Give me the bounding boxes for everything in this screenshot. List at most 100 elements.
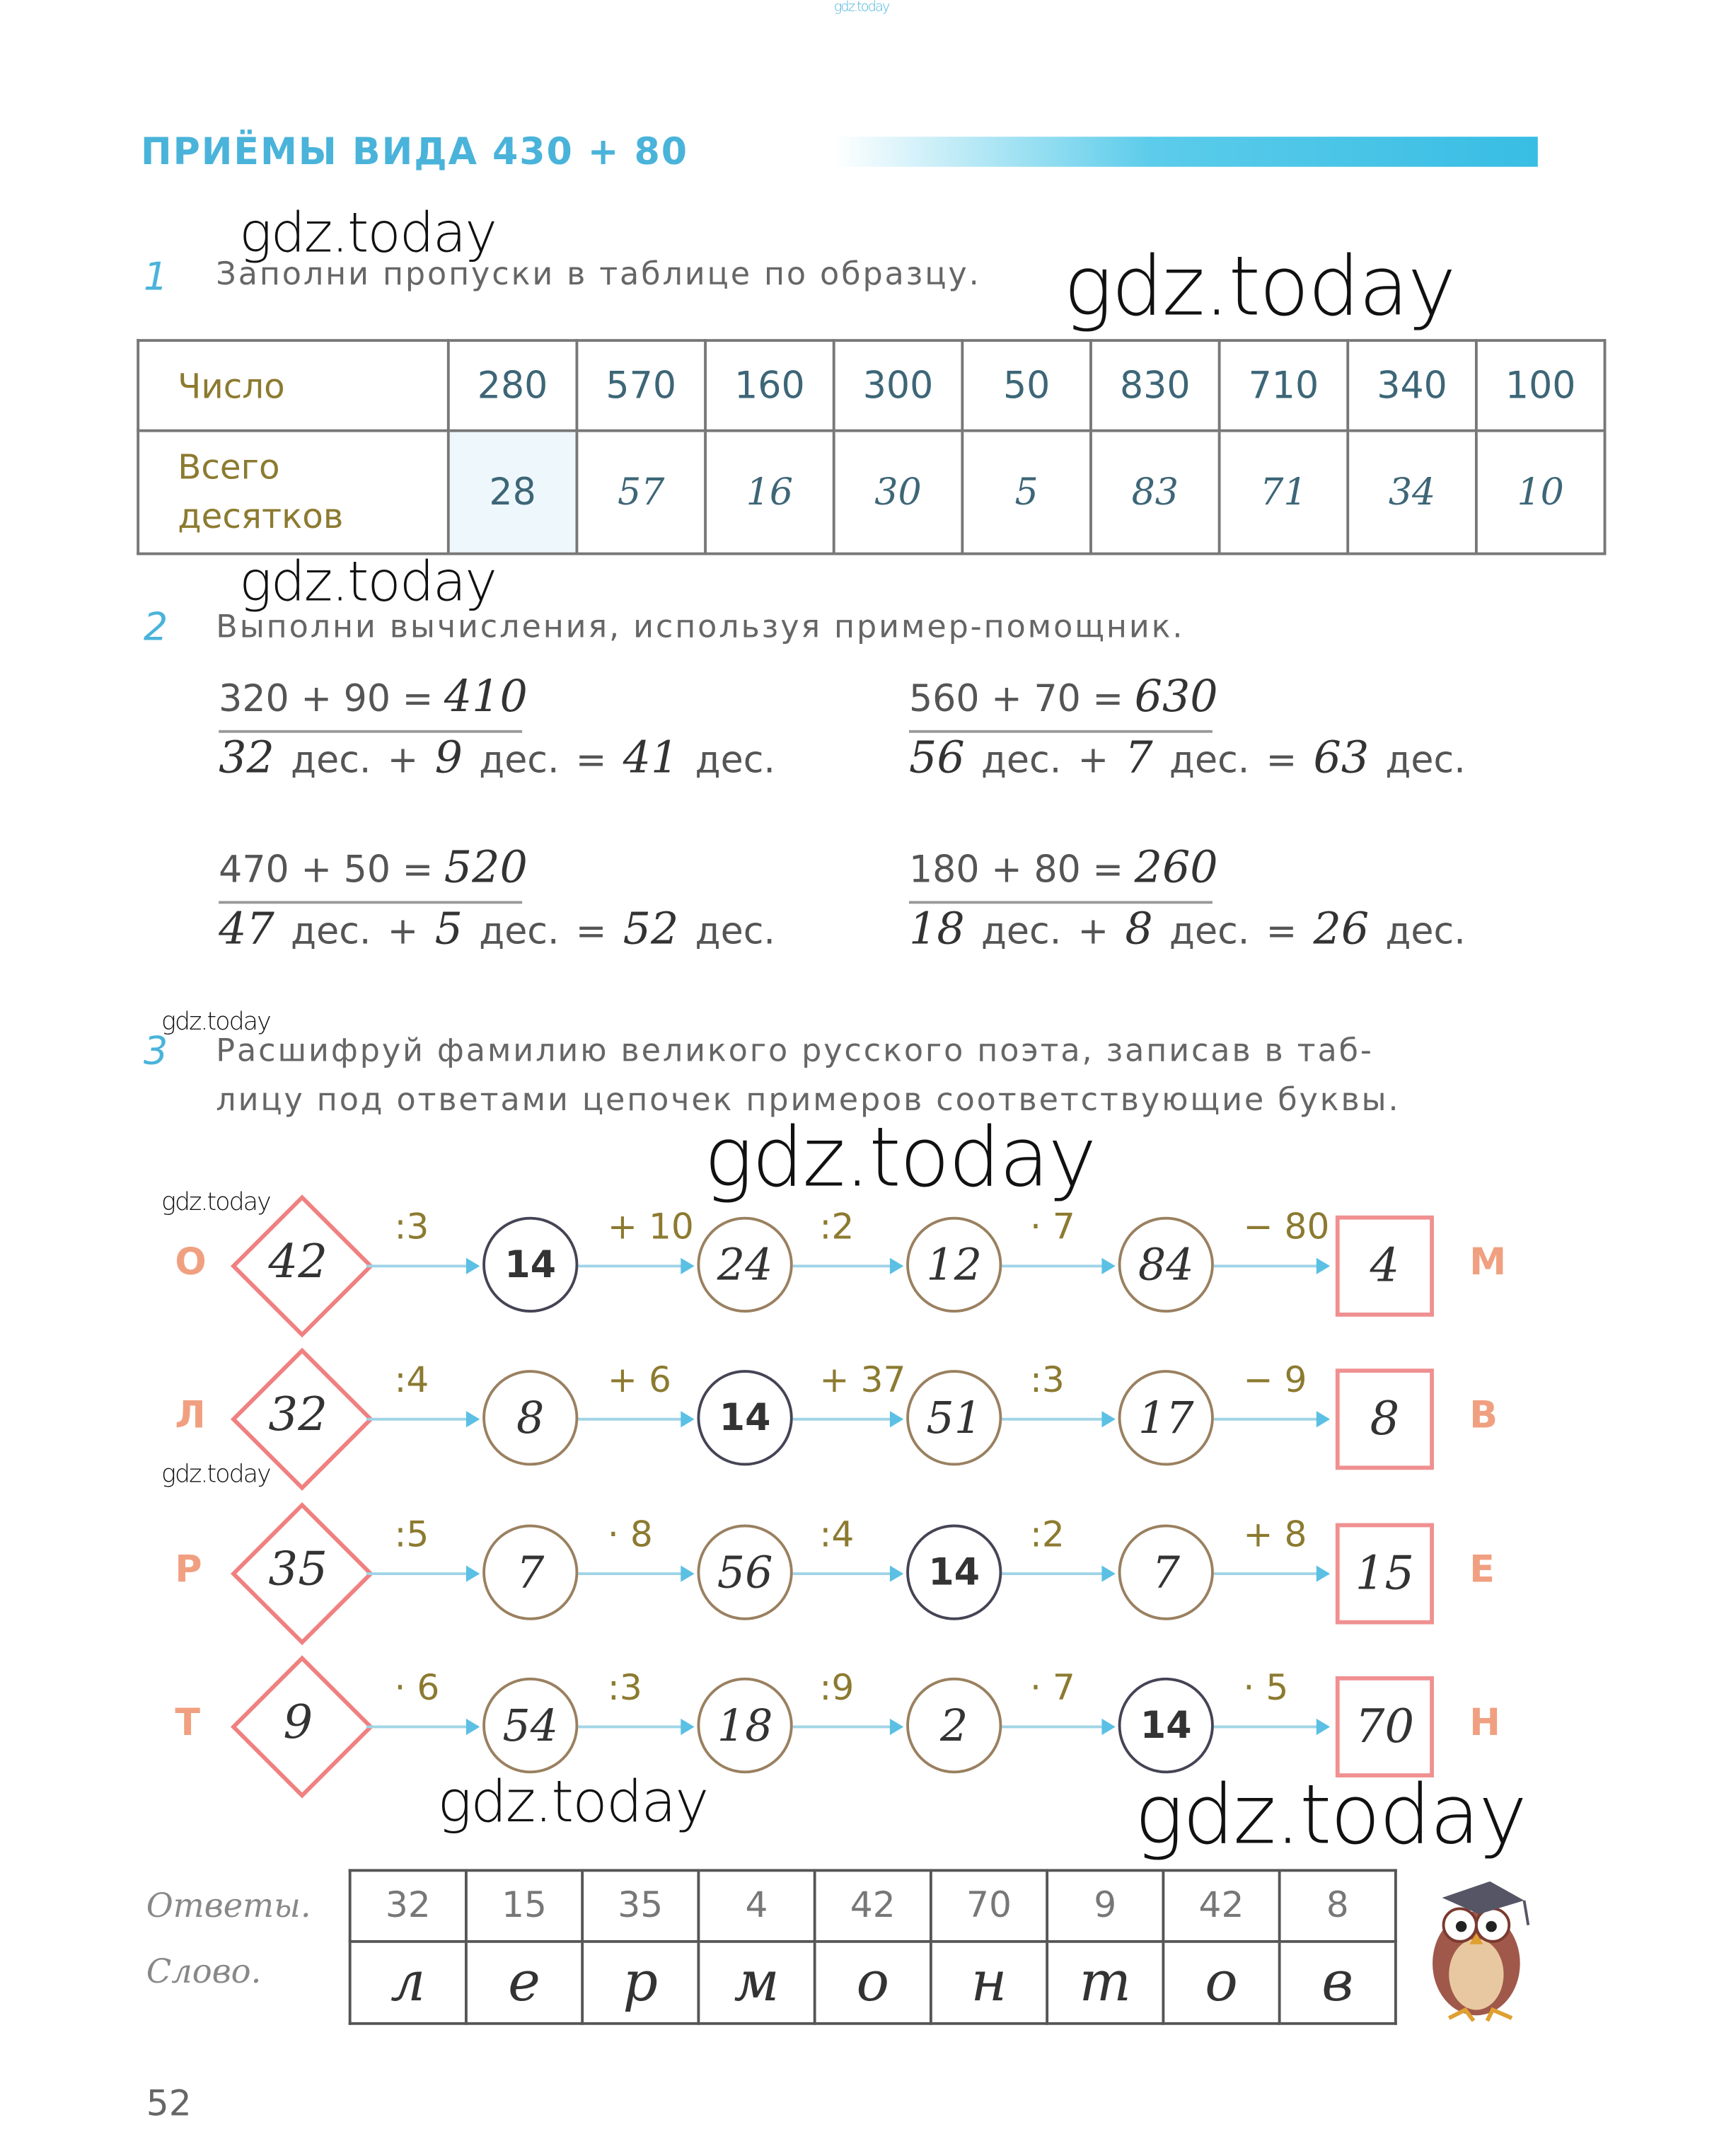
watermark: gdz.today <box>704 1110 1096 1206</box>
row-label: Число <box>137 339 450 432</box>
answer-cell: 9 <box>1046 1869 1165 1943</box>
expression: 180 + 80 = <box>908 848 1124 892</box>
value-circle: 14 <box>906 1524 1002 1620</box>
operation: − 80 <box>1243 1207 1330 1249</box>
tens-sum: 52 <box>623 902 679 955</box>
tens-cell: 5 <box>961 429 1092 555</box>
tens-expression: 47 дес. +5 дес. = 52 дес. <box>219 902 792 954</box>
answer-cell: 32 <box>348 1869 468 1943</box>
operation: + 8 <box>1243 1514 1307 1556</box>
start-value: 9 <box>283 1695 313 1751</box>
value-circle: 84 <box>1118 1216 1214 1313</box>
number-cell: 50 <box>961 339 1092 432</box>
operation: :4 <box>394 1360 429 1402</box>
sign: + <box>1077 739 1109 783</box>
equals: = <box>575 910 607 953</box>
chain-arrow <box>792 1565 904 1582</box>
result-letter: Е <box>1469 1549 1495 1592</box>
tens-cell: 71 <box>1217 429 1350 555</box>
answer-cell: 35 <box>581 1869 700 1943</box>
tens-a: 56 <box>908 731 965 784</box>
tens-a: 18 <box>908 902 965 955</box>
equals: = <box>575 739 607 783</box>
chain-arrow <box>1213 1565 1331 1582</box>
operation: · 7 <box>1029 1668 1075 1710</box>
underline <box>219 730 523 733</box>
chain-arrow <box>792 1718 904 1736</box>
watermark: gdz.today <box>239 202 497 265</box>
watermark: gdz.today <box>161 1460 272 1489</box>
result-letter: Н <box>1469 1702 1500 1745</box>
chain-arrow <box>1002 1411 1116 1428</box>
tens-a: 47 <box>219 902 274 955</box>
letter-cell: е <box>464 1939 584 2025</box>
chain-arrow <box>1002 1718 1116 1736</box>
chain-arrow <box>1213 1257 1331 1274</box>
task-2-number: 2 <box>143 604 168 650</box>
table-row-tens: Всего десятков 28 57 16 30 5 83 71 34 10 <box>137 429 1607 555</box>
tens-b: 7 <box>1125 731 1153 784</box>
tens-sum: 63 <box>1313 731 1370 784</box>
chain-arrow <box>1213 1718 1331 1736</box>
equals: = <box>1266 910 1297 953</box>
operation: :3 <box>1029 1360 1065 1402</box>
operation: · 8 <box>607 1514 653 1556</box>
start-value: 42 <box>268 1234 328 1290</box>
chain-letter: О <box>175 1241 207 1284</box>
operation: · 5 <box>1243 1668 1289 1710</box>
value-circle: 51 <box>906 1370 1002 1466</box>
page-title: ПРИЁМЫ ВИДА 430 + 80 <box>141 131 689 174</box>
tens-table: Число 280 570 160 300 50 830 710 340 100… <box>137 339 1607 555</box>
header-watermark: gdz.today <box>833 0 891 16</box>
answer-cell: 42 <box>813 1869 932 1943</box>
chain-arrow <box>366 1718 480 1736</box>
value-circle: 24 <box>697 1216 793 1313</box>
unit: дес. <box>1169 739 1250 783</box>
tens-cell: 30 <box>832 429 964 555</box>
letter-cell: о <box>813 1939 932 2025</box>
page-number: 52 <box>146 2083 192 2125</box>
answer-cell: 70 <box>929 1869 1049 1943</box>
tens-sum: 26 <box>1313 902 1370 955</box>
sign: + <box>387 739 419 783</box>
value-circle: 8 <box>482 1370 579 1466</box>
number-cell: 100 <box>1474 339 1607 432</box>
letter-cell: н <box>929 1939 1049 2025</box>
number-cell: 160 <box>704 339 835 432</box>
value-circle: 2 <box>906 1677 1002 1774</box>
result-box: 15 <box>1335 1523 1434 1625</box>
equals: = <box>1266 739 1297 783</box>
result-box: 4 <box>1335 1215 1434 1317</box>
start-value: 32 <box>268 1388 328 1443</box>
owl-illustration <box>1433 1881 1530 2022</box>
operation: :3 <box>607 1668 642 1710</box>
answer-cell: 8 <box>1278 1869 1397 1943</box>
number-cell: 570 <box>575 339 707 432</box>
tens-b: 9 <box>434 731 463 784</box>
table-row-numbers: Число 280 570 160 300 50 830 710 340 100 <box>137 339 1607 432</box>
letter-cell: о <box>1162 1939 1281 2025</box>
chain-arrow <box>792 1411 904 1428</box>
value-circle: 14 <box>1118 1677 1214 1774</box>
tens-expression: 32 дес. +9 дес. = 41 дес. <box>219 732 792 783</box>
result-letter: В <box>1469 1394 1498 1437</box>
task-2-text: Выполни вычисления, используя пример-пом… <box>216 609 1185 646</box>
word-label: Слово. <box>146 1952 262 1991</box>
value-circle: 7 <box>482 1524 579 1620</box>
unit: дес. <box>479 910 560 953</box>
task-1-text: Заполни пропуски в таблице по образцу. <box>216 257 981 293</box>
operation: · 6 <box>394 1668 440 1710</box>
start-value: 35 <box>268 1542 328 1597</box>
answers-label: Ответы. <box>146 1886 311 1925</box>
value-circle: 56 <box>697 1524 793 1620</box>
tens-sum: 41 <box>623 731 679 784</box>
tens-b: 8 <box>1125 902 1153 955</box>
letter-cell: т <box>1046 1939 1165 2025</box>
example-expression: 320 + 90 = 410 <box>219 670 528 722</box>
tens-b: 5 <box>434 902 463 955</box>
value-circle: 17 <box>1118 1370 1214 1466</box>
sign: + <box>1077 910 1109 953</box>
tens-a: 32 <box>219 731 274 784</box>
tens-cell: 83 <box>1089 429 1221 555</box>
